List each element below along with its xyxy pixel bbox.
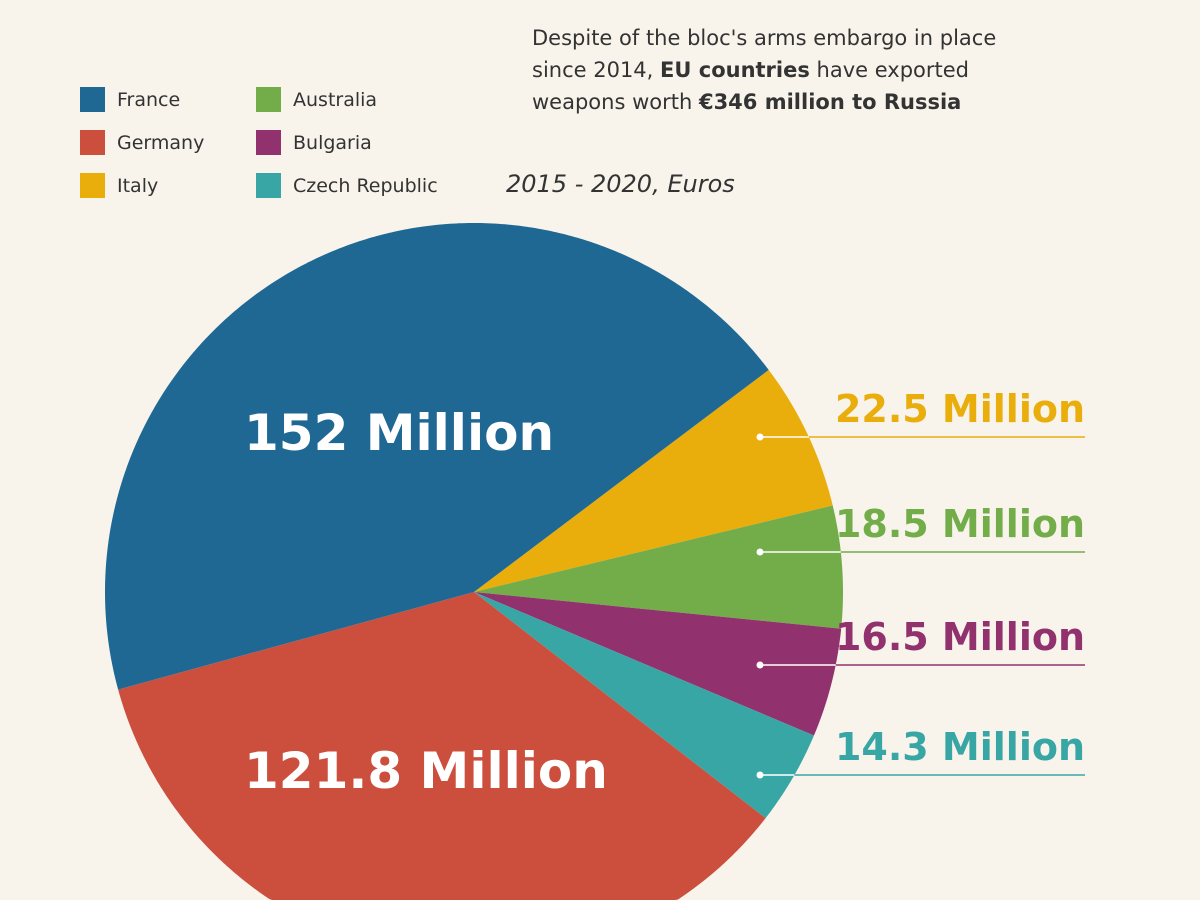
legend-swatch (80, 173, 105, 198)
data-label-germany: 121.8 Million (244, 742, 608, 800)
data-label-france: 152 Million (244, 404, 554, 462)
legend-swatch (256, 173, 281, 198)
legend-label: France (117, 88, 181, 111)
legend-label: Australia (293, 88, 378, 111)
data-label-italy: 22.5 Million (835, 387, 1085, 431)
note-line-1: Despite of the bloc's arms embargo in pl… (532, 26, 997, 50)
legend-label: Germany (117, 131, 205, 154)
pie-slice-bulgaria (474, 592, 842, 736)
legend-item-australia: Australia (256, 87, 377, 112)
data-label-australia: 18.5 Million (835, 502, 1085, 546)
legend-swatch (256, 87, 281, 112)
note-bold-2: €346 million to Russia (698, 90, 962, 114)
data-label-bulgaria: 16.5 Million (835, 615, 1085, 659)
note-line-2: since 2014, (532, 58, 661, 82)
pie-slice-australia (474, 505, 843, 629)
pie-slice-czech-republic (474, 592, 814, 819)
note-line-3: weapons worth (532, 90, 699, 114)
legend-label: Italy (117, 174, 159, 197)
pie-slice-france (105, 223, 769, 690)
legend-swatch (80, 87, 105, 112)
legend-swatch (80, 130, 105, 155)
legend-swatch (256, 130, 281, 155)
leader-dot-bulgaria (756, 661, 764, 669)
data-label-czech-republic: 14.3 Million (835, 725, 1085, 769)
legend-item-czech-republic: Czech Republic (256, 173, 438, 198)
leader-dot-italy (756, 433, 764, 441)
pie-slice-italy (474, 369, 833, 592)
legend-label: Bulgaria (293, 131, 372, 154)
legend-label: Czech Republic (293, 174, 438, 197)
chart-note: Despite of the bloc's arms embargo in pl… (532, 22, 1052, 118)
leader-dot-australia (756, 548, 764, 556)
leader-dot-czech-republic (756, 771, 764, 779)
pie-slice-germany (118, 592, 766, 900)
note-bold-1: EU countries (660, 58, 810, 82)
legend-item-france: France (80, 87, 180, 112)
legend-item-bulgaria: Bulgaria (256, 130, 372, 155)
legend-item-germany: Germany (80, 130, 204, 155)
chart-subtitle: 2015 - 2020, Euros (506, 170, 735, 198)
note-line-2-end: have exported (809, 58, 970, 82)
legend-item-italy: Italy (80, 173, 158, 198)
